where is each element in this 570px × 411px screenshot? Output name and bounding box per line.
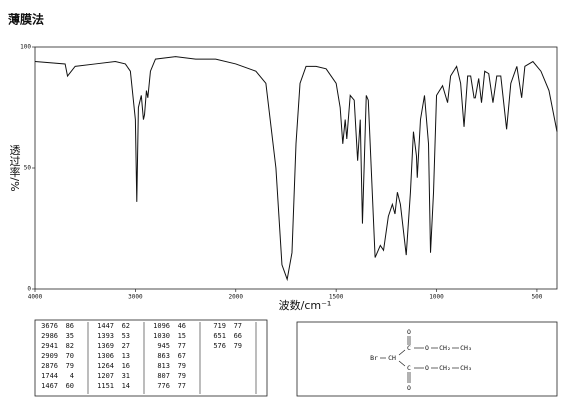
peak-transmittance: 62 <box>122 322 130 330</box>
peak-transmittance: 67 <box>178 352 186 360</box>
x-tick-label: 3000 <box>128 294 143 301</box>
y-tick-label: 50 <box>24 165 32 172</box>
peak-wavenumber: 863 <box>157 352 170 360</box>
peak-wavenumber: 576 <box>213 342 226 350</box>
peak-wavenumber: 807 <box>157 372 170 380</box>
peak-transmittance: 79 <box>178 362 186 370</box>
plot-frame <box>34 46 558 290</box>
peak-wavenumber: 1369 <box>97 342 114 350</box>
peak-wavenumber: 1447 <box>97 322 114 330</box>
structure-label: Br <box>370 354 378 362</box>
peak-wavenumber: 1207 <box>97 372 114 380</box>
x-tick-label: 2000 <box>229 294 244 301</box>
peak-wavenumber: 2941 <box>41 342 58 350</box>
peak-table-frame <box>34 319 268 397</box>
peak-transmittance: 70 <box>66 352 74 360</box>
structure-label: CH₂ <box>439 344 451 352</box>
peak-wavenumber: 945 <box>157 342 170 350</box>
structure-label: O <box>407 328 411 336</box>
peak-transmittance: 35 <box>66 332 74 340</box>
peak-wavenumber: 1467 <box>41 382 58 390</box>
peak-transmittance: 79 <box>178 372 186 380</box>
structure-label: O <box>425 364 429 372</box>
structure-label: C <box>407 344 411 352</box>
structure-label: CH₃ <box>460 344 472 352</box>
y-tick-label: 100 <box>20 44 31 51</box>
peak-wavenumber: 776 <box>157 382 170 390</box>
peak-transmittance: 46 <box>178 322 186 330</box>
peak-transmittance: 27 <box>122 342 130 350</box>
peak-transmittance: 79 <box>66 362 74 370</box>
structure-label: O <box>407 384 411 392</box>
structure-label: C <box>407 364 411 372</box>
structure-label: CH₂ <box>439 364 451 372</box>
chart-title: 薄膜法 <box>8 12 44 27</box>
peak-wavenumber: 2986 <box>41 332 58 340</box>
structure-label: CH₃ <box>460 364 472 372</box>
peak-wavenumber: 1151 <box>97 382 114 390</box>
structure-label: O <box>425 344 429 352</box>
peak-transmittance: 53 <box>122 332 130 340</box>
x-tick-label: 1500 <box>329 294 344 301</box>
peak-wavenumber: 2909 <box>41 352 58 360</box>
peak-transmittance: 77 <box>178 382 186 390</box>
peak-wavenumber: 3676 <box>41 322 58 330</box>
structure-bonds <box>380 336 459 383</box>
peak-wavenumber: 1744 <box>41 372 58 380</box>
x-axis-label: 波数/cm⁻¹ <box>279 299 332 312</box>
peak-transmittance: 77 <box>234 322 242 330</box>
peak-wavenumber: 2876 <box>41 362 58 370</box>
peak-wavenumber: 719 <box>213 322 226 330</box>
peak-wavenumber: 1264 <box>97 362 114 370</box>
peak-transmittance: 4 <box>70 372 74 380</box>
structure-frame <box>296 321 558 397</box>
peak-wavenumber: 1096 <box>153 322 170 330</box>
peak-wavenumber: 651 <box>213 332 226 340</box>
y-tick-label: 0 <box>27 286 31 293</box>
peak-transmittance: 66 <box>234 332 242 340</box>
x-tick-label: 4000 <box>28 294 43 301</box>
peak-transmittance: 60 <box>66 382 74 390</box>
x-tick-label: 1000 <box>429 294 444 301</box>
peak-wavenumber: 1306 <box>97 352 114 360</box>
y-axis-label: 透过率/% <box>8 144 21 191</box>
peak-transmittance: 82 <box>66 342 74 350</box>
peak-wavenumber: 1030 <box>153 332 170 340</box>
peak-transmittance: 77 <box>178 342 186 350</box>
peak-transmittance: 15 <box>178 332 186 340</box>
structure-label: CH <box>388 354 396 362</box>
peak-transmittance: 13 <box>122 352 130 360</box>
peak-transmittance: 16 <box>122 362 130 370</box>
peak-transmittance: 79 <box>234 342 242 350</box>
x-tick-label: 500 <box>532 294 543 301</box>
peak-transmittance: 31 <box>122 372 130 380</box>
spectrum-line <box>34 56 558 282</box>
peak-wavenumber: 1393 <box>97 332 114 340</box>
peak-transmittance: 86 <box>66 322 74 330</box>
peak-wavenumber: 813 <box>157 362 170 370</box>
peak-transmittance: 14 <box>122 382 130 390</box>
